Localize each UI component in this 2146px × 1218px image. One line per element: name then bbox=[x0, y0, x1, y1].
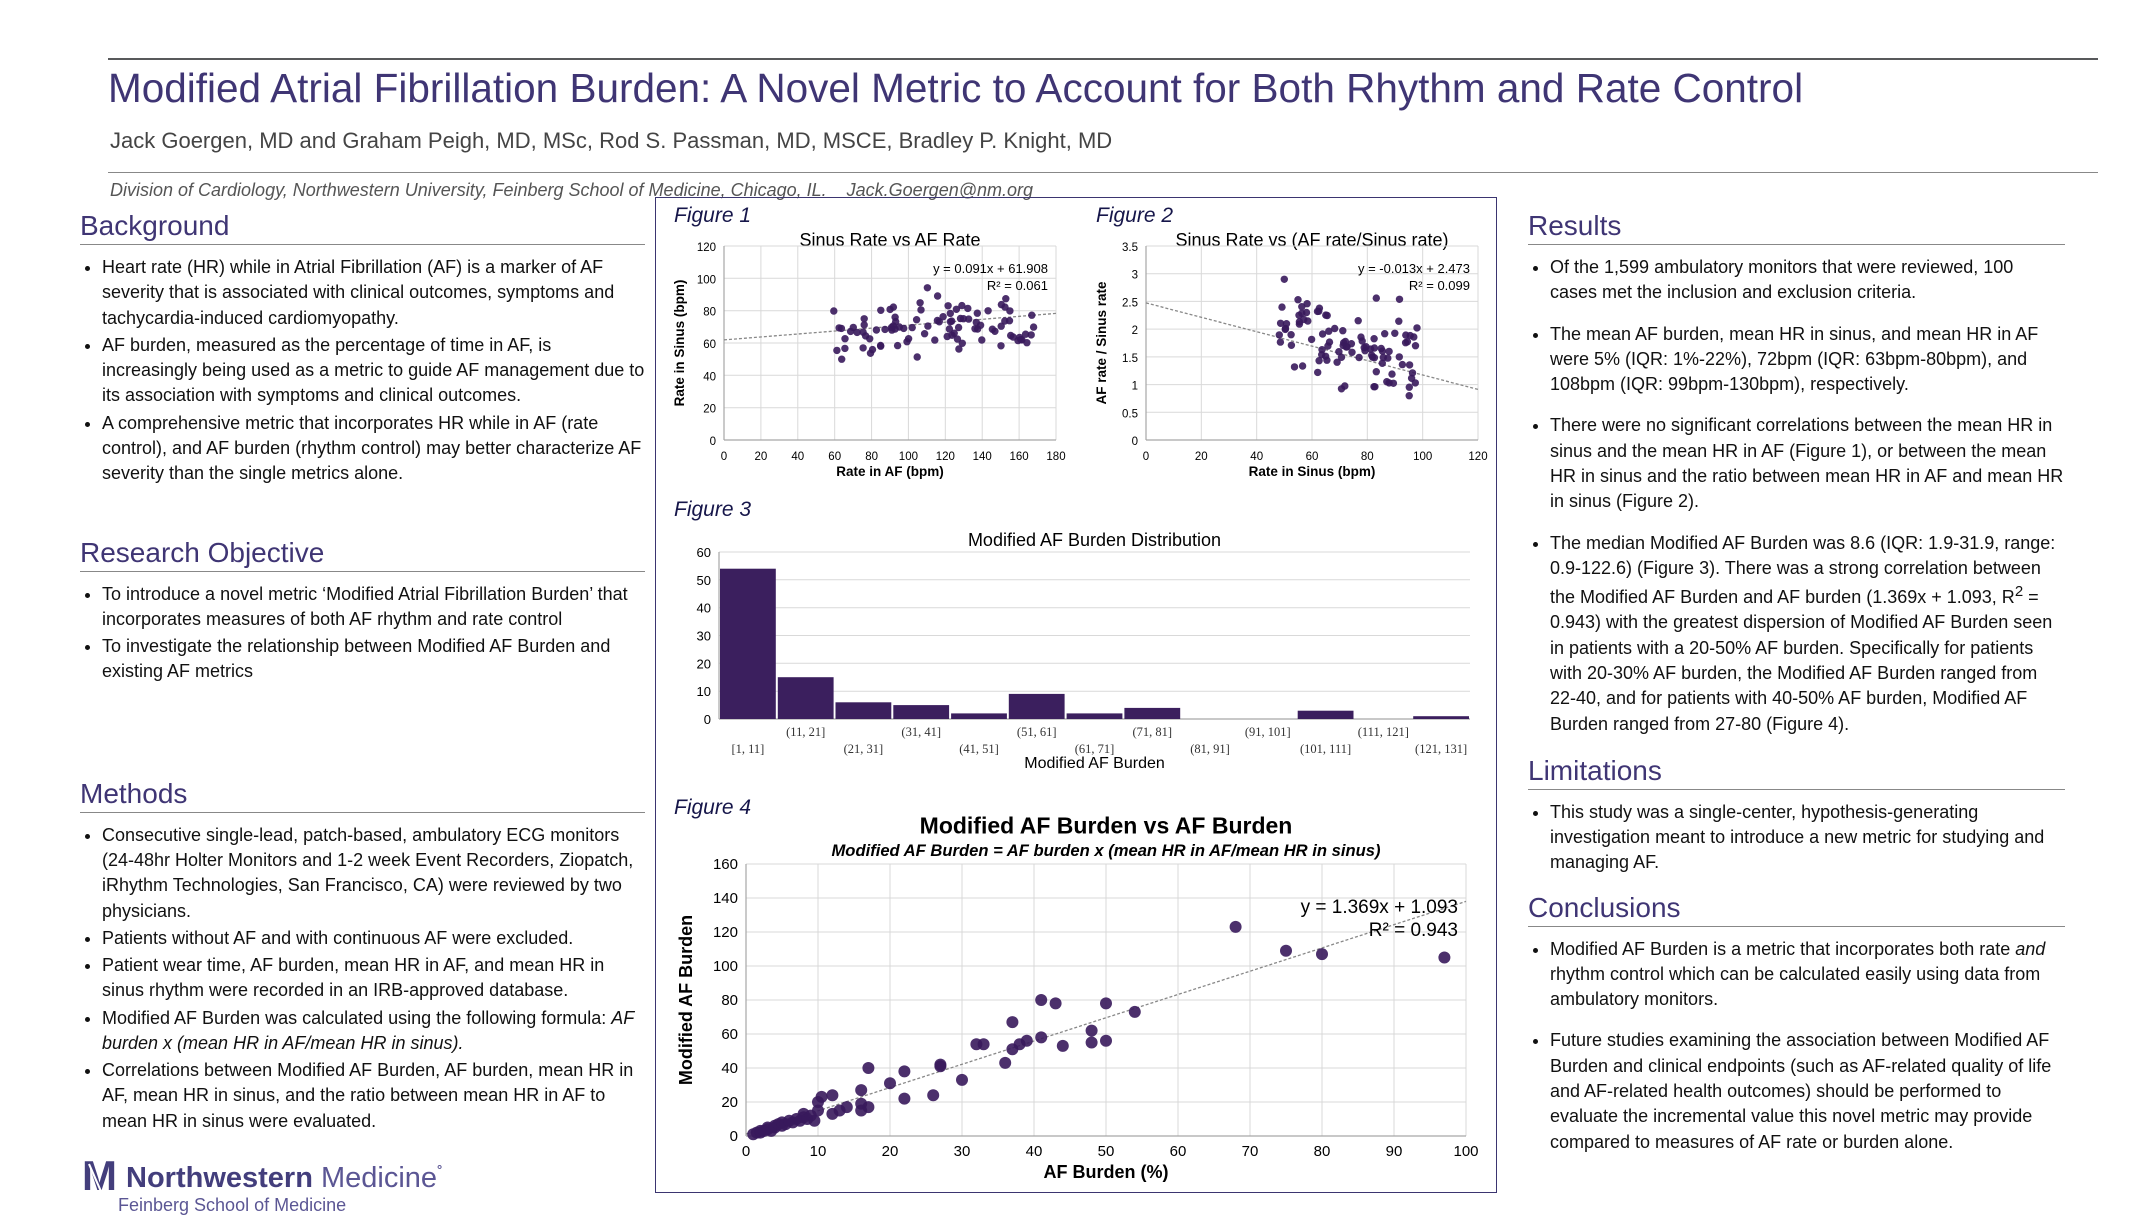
svg-text:140: 140 bbox=[973, 451, 992, 463]
svg-text:(91, 101]: (91, 101] bbox=[1245, 725, 1291, 739]
svg-text:0: 0 bbox=[704, 712, 711, 727]
svg-text:0: 0 bbox=[742, 1143, 750, 1160]
svg-text:100: 100 bbox=[1413, 451, 1432, 463]
svg-text:(51, 61]: (51, 61] bbox=[1017, 725, 1057, 739]
svg-text:(101, 111]: (101, 111] bbox=[1300, 742, 1351, 756]
svg-text:70: 70 bbox=[1242, 1143, 1259, 1160]
svg-text:20: 20 bbox=[697, 656, 711, 671]
svg-text:80: 80 bbox=[721, 992, 738, 1009]
svg-text:(41, 51]: (41, 51] bbox=[959, 742, 999, 756]
svg-text:3: 3 bbox=[1132, 270, 1138, 282]
svg-text:(111, 121]: (111, 121] bbox=[1358, 725, 1409, 739]
svg-text:3.5: 3.5 bbox=[1122, 242, 1138, 254]
svg-text:AF rate / Sinus rate: AF rate / Sinus rate bbox=[1094, 281, 1109, 405]
svg-text:2.5: 2.5 bbox=[1122, 297, 1138, 309]
svg-text:40: 40 bbox=[703, 371, 716, 383]
svg-text:180: 180 bbox=[1046, 451, 1065, 463]
svg-text:60: 60 bbox=[828, 451, 841, 463]
svg-text:0.5: 0.5 bbox=[1122, 408, 1138, 420]
svg-text:R² = 0.061: R² = 0.061 bbox=[987, 278, 1048, 293]
svg-text:100: 100 bbox=[697, 274, 716, 286]
svg-text:50: 50 bbox=[1098, 1143, 1115, 1160]
svg-text:Rate in Sinus (bpm): Rate in Sinus (bpm) bbox=[672, 280, 687, 407]
svg-text:0: 0 bbox=[710, 436, 716, 448]
svg-text:40: 40 bbox=[1026, 1143, 1043, 1160]
svg-text:Modified AF Burden Distributio: Modified AF Burden Distribution bbox=[968, 530, 1221, 550]
svg-text:R² = 0.099: R² = 0.099 bbox=[1409, 278, 1470, 293]
svg-text:140: 140 bbox=[713, 890, 738, 907]
svg-text:90: 90 bbox=[1386, 1143, 1403, 1160]
svg-text:(61, 71]: (61, 71] bbox=[1075, 742, 1115, 756]
svg-text:0: 0 bbox=[730, 1128, 738, 1145]
svg-text:2: 2 bbox=[1132, 325, 1138, 337]
svg-text:Modified AF Burden vs AF Burde: Modified AF Burden vs AF Burden bbox=[920, 812, 1293, 838]
svg-text:120: 120 bbox=[713, 924, 738, 941]
svg-text:40: 40 bbox=[721, 1060, 738, 1077]
svg-text:10: 10 bbox=[810, 1143, 827, 1160]
svg-text:y = 0.091x + 61.908: y = 0.091x + 61.908 bbox=[933, 261, 1048, 276]
svg-text:30: 30 bbox=[697, 629, 711, 644]
svg-text:0: 0 bbox=[1132, 436, 1138, 448]
svg-text:Modified AF Burden = AF burden: Modified AF Burden = AF burden x (mean H… bbox=[831, 841, 1380, 860]
svg-text:(81, 91]: (81, 91] bbox=[1190, 742, 1230, 756]
svg-text:20: 20 bbox=[721, 1094, 738, 1111]
svg-text:1.5: 1.5 bbox=[1122, 353, 1138, 365]
svg-text:120: 120 bbox=[697, 242, 716, 254]
svg-text:40: 40 bbox=[697, 601, 711, 616]
svg-text:60: 60 bbox=[703, 339, 716, 351]
svg-text:80: 80 bbox=[865, 451, 878, 463]
svg-text:160: 160 bbox=[1010, 451, 1029, 463]
svg-text:60: 60 bbox=[721, 1026, 738, 1043]
svg-text:80: 80 bbox=[1314, 1143, 1331, 1160]
svg-text:y = -0.013x + 2.473: y = -0.013x + 2.473 bbox=[1358, 261, 1470, 276]
svg-text:120: 120 bbox=[936, 451, 955, 463]
svg-text:0: 0 bbox=[1143, 451, 1149, 463]
svg-text:40: 40 bbox=[791, 451, 804, 463]
svg-text:160: 160 bbox=[713, 856, 738, 873]
svg-text:20: 20 bbox=[882, 1143, 899, 1160]
svg-text:0: 0 bbox=[721, 451, 727, 463]
svg-text:[1, 11]: [1, 11] bbox=[731, 742, 764, 756]
svg-text:60: 60 bbox=[1306, 451, 1319, 463]
svg-text:60: 60 bbox=[697, 545, 711, 560]
svg-text:1: 1 bbox=[1132, 381, 1138, 393]
svg-text:50: 50 bbox=[697, 573, 711, 588]
svg-text:60: 60 bbox=[1170, 1143, 1187, 1160]
svg-text:(71, 81]: (71, 81] bbox=[1133, 725, 1173, 739]
svg-text:Rate in Sinus (bpm): Rate in Sinus (bpm) bbox=[1249, 464, 1376, 479]
svg-text:(21, 31]: (21, 31] bbox=[844, 742, 884, 756]
svg-text:120: 120 bbox=[1468, 451, 1487, 463]
svg-text:20: 20 bbox=[1195, 451, 1208, 463]
svg-text:AF Burden (%): AF Burden (%) bbox=[1044, 1162, 1169, 1182]
svg-text:Sinus Rate vs AF Rate: Sinus Rate vs AF Rate bbox=[799, 232, 980, 250]
svg-text:Modified AF Burden: Modified AF Burden bbox=[1024, 755, 1165, 772]
svg-text:(121, 131]: (121, 131] bbox=[1415, 742, 1467, 756]
svg-text:80: 80 bbox=[703, 307, 716, 319]
svg-text:(11, 21]: (11, 21] bbox=[786, 725, 825, 739]
svg-text:R² = 0.943: R² = 0.943 bbox=[1369, 920, 1458, 941]
svg-text:Modified AF Burden: Modified AF Burden bbox=[676, 915, 696, 1085]
svg-text:10: 10 bbox=[697, 684, 711, 699]
svg-text:100: 100 bbox=[713, 958, 738, 975]
svg-text:(31, 41]: (31, 41] bbox=[901, 725, 941, 739]
svg-text:100: 100 bbox=[1453, 1143, 1478, 1160]
svg-text:40: 40 bbox=[1250, 451, 1263, 463]
svg-text:80: 80 bbox=[1361, 451, 1374, 463]
svg-text:20: 20 bbox=[755, 451, 768, 463]
svg-text:y = 1.369x + 1.093: y = 1.369x + 1.093 bbox=[1301, 897, 1458, 918]
svg-text:20: 20 bbox=[703, 404, 716, 416]
svg-text:100: 100 bbox=[899, 451, 918, 463]
svg-text:30: 30 bbox=[954, 1143, 971, 1160]
svg-text:Rate in AF (bpm): Rate in AF (bpm) bbox=[836, 464, 944, 479]
